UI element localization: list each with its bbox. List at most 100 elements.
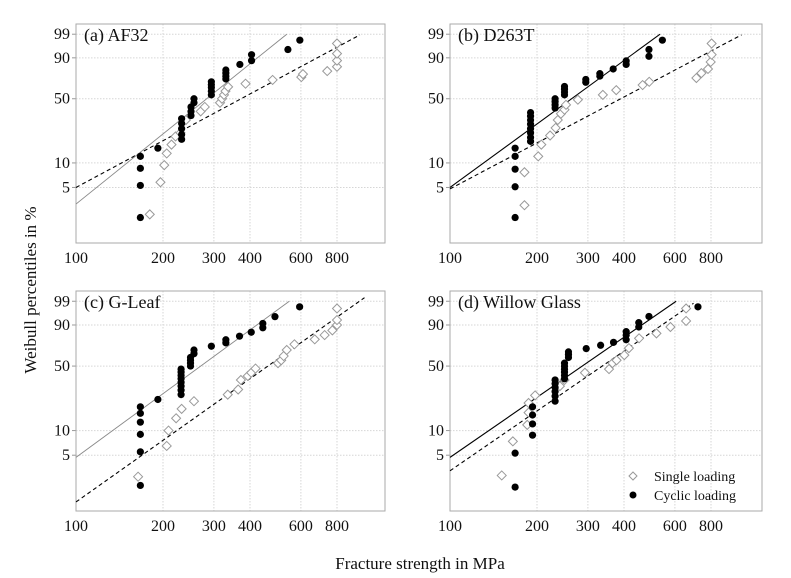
y-tick-label: 50 [54,91,70,108]
cyclic-loading-point [136,181,144,190]
single-loading-point [240,78,251,89]
single-loading-point [651,328,662,339]
single-loading-point [327,325,338,336]
x-tick-label: 300 [576,518,600,535]
single-loading-point [533,151,544,162]
single-loading-point [572,94,584,105]
single-loading-point [691,72,702,84]
legend-label-cyclic: Cyclic loading [654,489,736,504]
cyclic-loading-point [284,45,292,54]
x-tick-label: 800 [325,518,349,535]
plot-frame [75,290,386,512]
cyclic-loading-point [560,82,569,91]
legend: Single loading Cyclic loading [628,470,736,504]
cyclic-loading-point [511,183,519,191]
single-loading-point [550,122,561,134]
x-tick-label: 300 [576,250,600,267]
cyclic-loading-point [551,376,559,384]
single-loading-point [496,470,507,481]
single-loading-point [560,99,572,111]
single-loading-point [176,403,187,415]
single-loading-point [267,74,278,86]
single-loading-point [519,200,530,211]
cyclic-loading-point [511,165,519,173]
y-tick-label: 10 [428,155,444,172]
x-tick-label: 100 [64,518,88,535]
single-loading-fit-line [75,297,365,503]
single-loading-point [579,367,591,378]
cyclic-loading-point [551,95,559,103]
cyclic-loading-point [528,403,537,411]
single-loading-point [331,303,343,314]
single-loading-point [611,355,622,366]
y-tick-label: 90 [428,317,444,334]
single-loading-point [680,315,692,327]
panel-title: (c) G-Leaf [84,292,160,313]
cyclic-loading-point [645,312,653,321]
cyclic-loading-point [622,57,630,65]
y-tick-label: 10 [54,423,70,440]
cyclic-loading-point [136,418,144,426]
cyclic-loading-point [528,431,537,439]
y-tick-label: 10 [54,155,70,172]
cyclic-loading-point [136,403,144,411]
single-loading-point [166,139,177,150]
x-tick-label: 100 [64,250,88,267]
y-axis-label: Weibull percentiles in % [21,206,40,373]
single-loading-point [331,48,343,59]
y-tick-label: 90 [54,50,70,67]
cyclic-loading-point [154,395,162,404]
panel-title: (a) AF32 [84,25,149,46]
plot-frame [75,23,386,244]
cyclic-loading-point [511,449,519,457]
single-loading-point [199,101,210,113]
single-loading-point [633,333,645,344]
y-tick-label: 99 [428,293,444,310]
y-tick-label: 5 [436,447,444,464]
single-loading-point [222,81,234,93]
y-tick-label: 50 [428,358,444,375]
single-loading-point [702,63,714,75]
single-loading-point [665,321,676,333]
y-tick-label: 10 [428,423,444,440]
x-tick-label: 400 [238,518,262,535]
cyclic-loading-point [694,303,702,311]
single-loading-point [289,339,300,350]
single-loading-point [619,349,630,361]
single-loading-point [281,344,292,356]
single-loading-fit-line [449,34,742,190]
y-tick-label: 50 [428,91,444,108]
single-loading-point [163,425,174,436]
cyclic-loading-point [596,70,604,78]
legend-label-single: Single loading [654,470,735,485]
x-tick-label: 800 [325,250,349,267]
cyclic-loading-point [207,78,215,86]
cyclic-loading-point [190,95,198,103]
cyclic-loading-point [635,319,643,327]
cyclic-loading-point [296,303,304,311]
cyclic-loading-point [136,152,144,160]
y-tick-label: 99 [428,26,444,43]
cyclic-loading-point [178,115,186,123]
single-loading-point [319,329,330,341]
cyclic-loading-point [236,60,244,69]
single-loading-point [623,342,635,354]
panel-title: (b) D263T [458,25,534,46]
y-tick-label: 90 [54,317,70,334]
panel-title: (d) Willow Glass [458,292,581,313]
cyclic-loading-point [528,411,537,419]
single-loading-point [188,395,200,407]
single-loading-point [170,413,182,424]
cyclic-loading-point [551,397,559,405]
cyclic-loading-point [136,430,144,438]
cyclic-loading-point [136,409,144,417]
cyclic-loading-point [622,328,630,336]
panel-b: 100 200 300 400 600 800 99 90 50 10 5 (b) D263T [428,23,763,267]
cyclic-loading-point [658,36,666,44]
x-tick-label: 200 [151,518,175,535]
x-tick-label: 300 [202,518,226,535]
single-loading-point [507,436,519,447]
cyclic-loading-point [609,65,617,73]
cyclic-loading-point [259,319,267,328]
x-axis-label: Fracture strength in MPa [335,554,505,573]
